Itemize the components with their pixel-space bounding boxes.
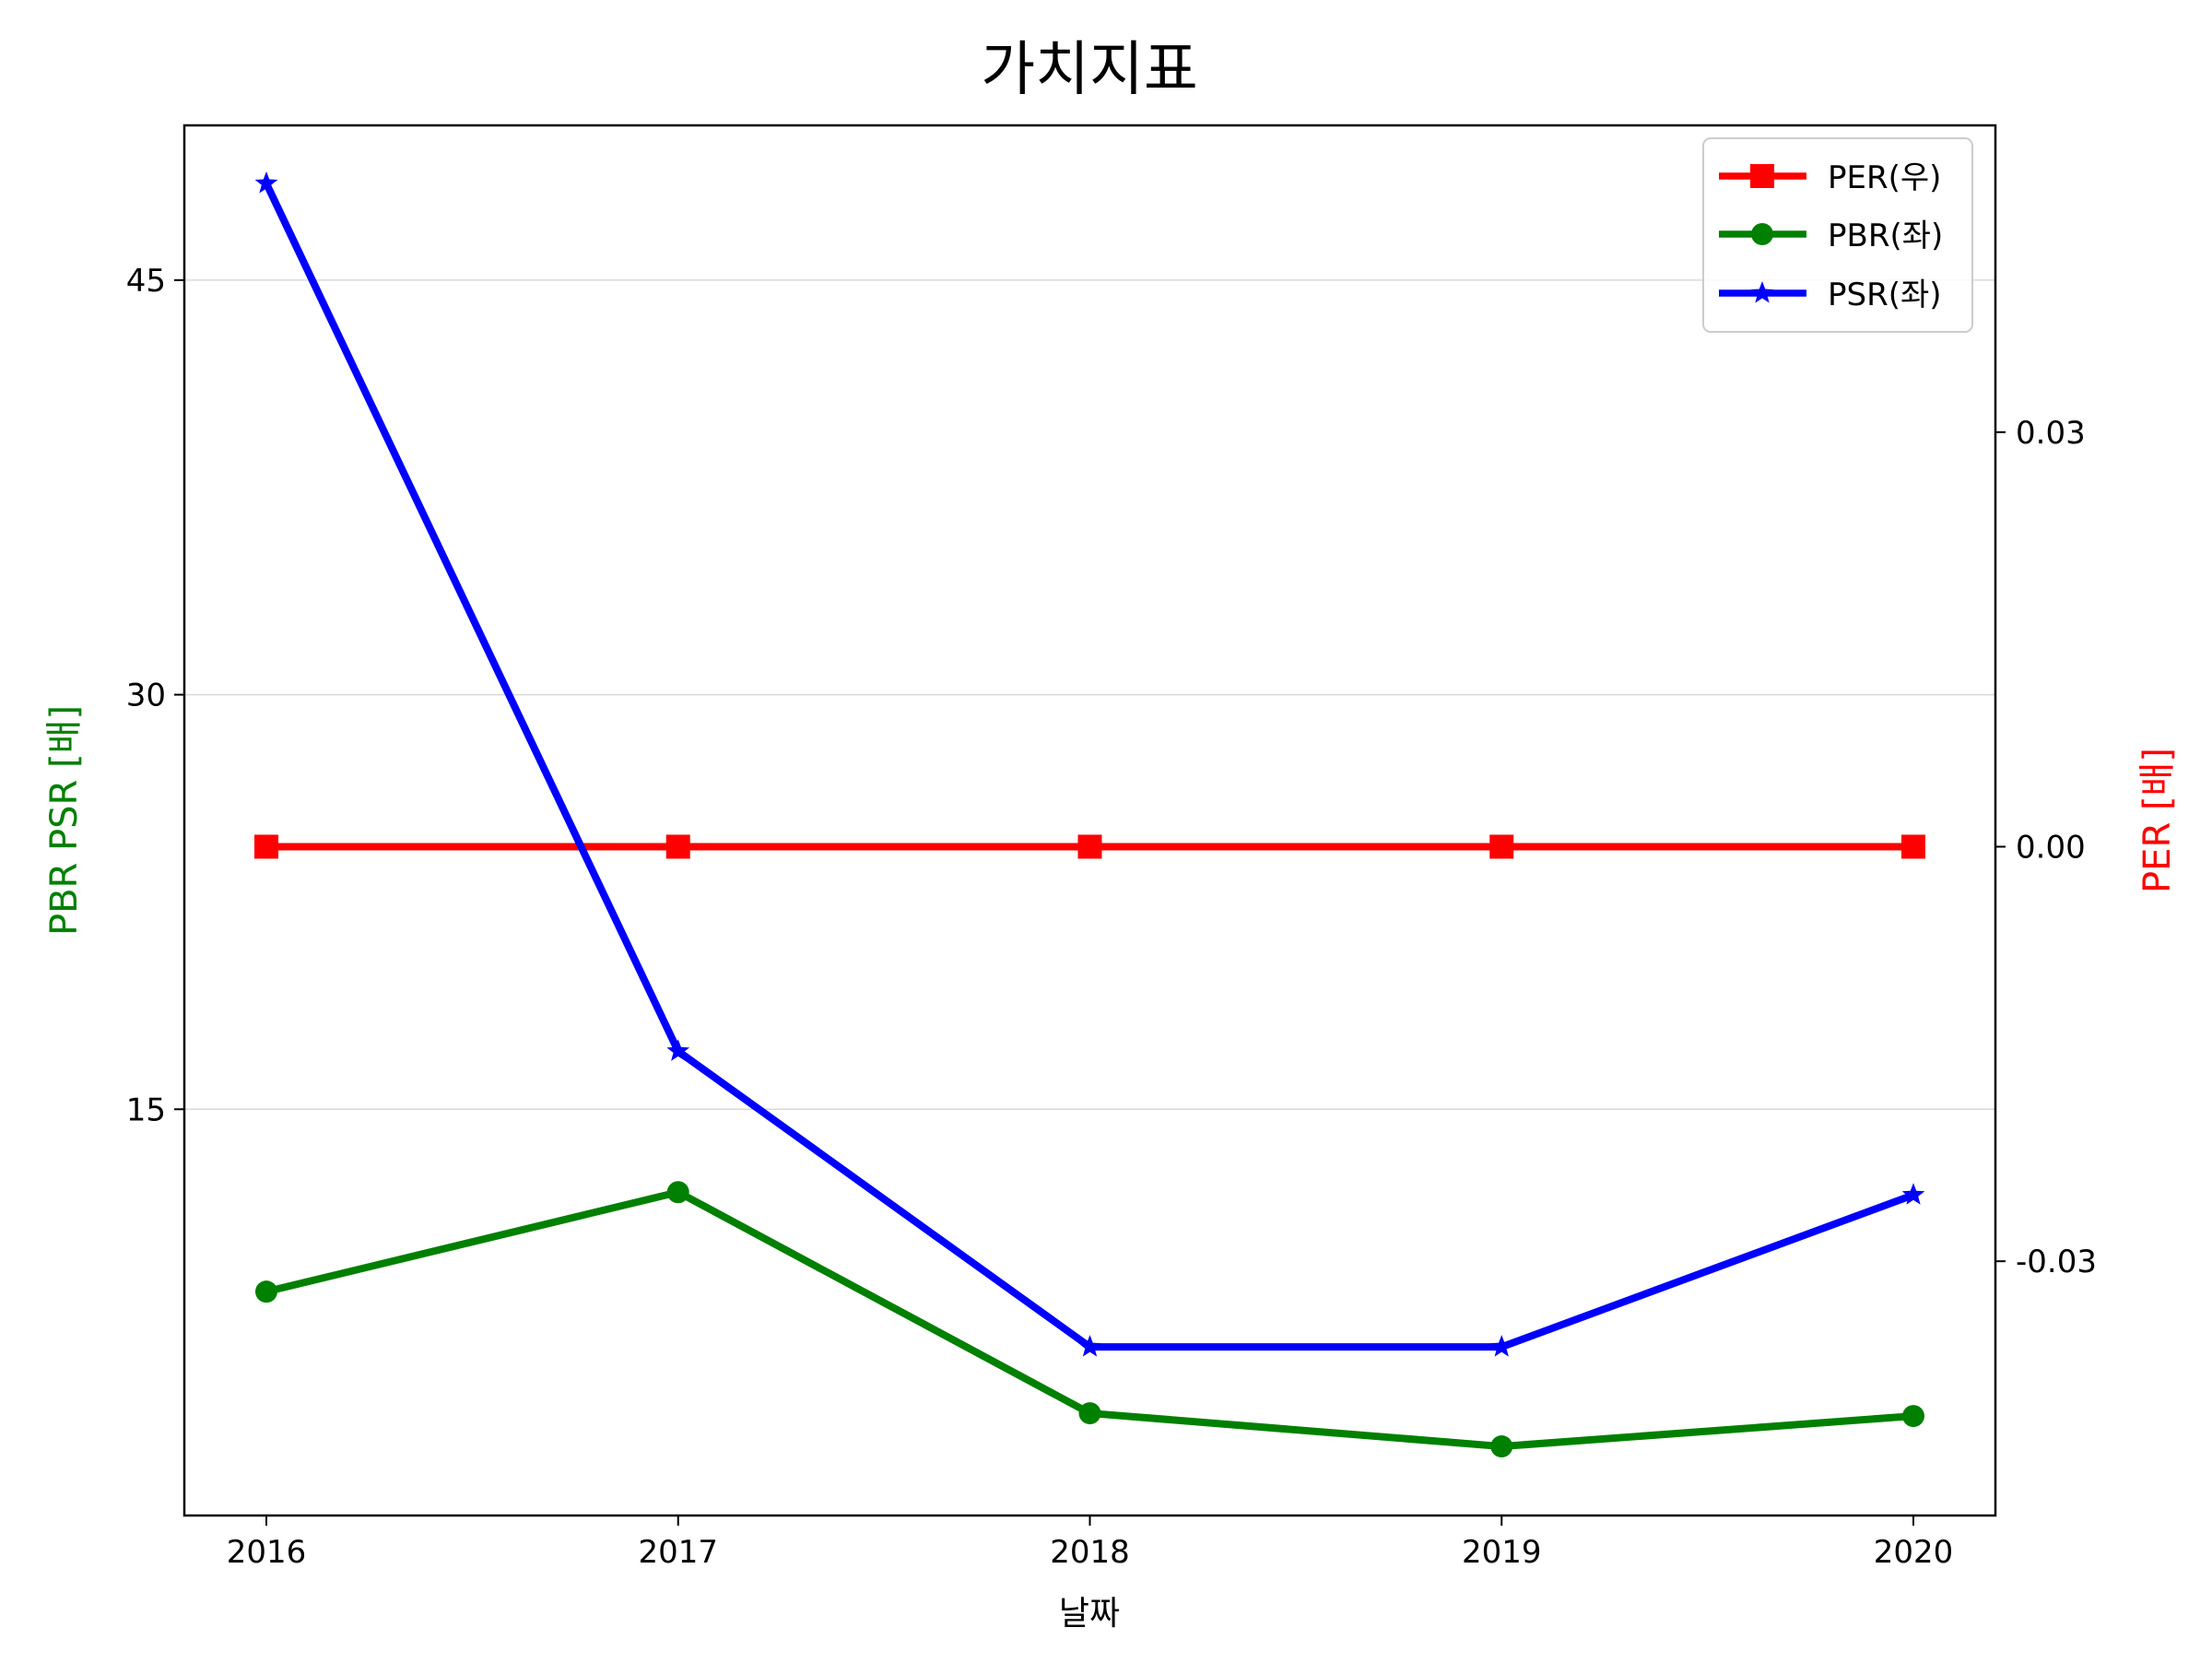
data-point-per-2018 [1077,834,1102,859]
right-y-tick-label--0.03: -0.03 [2016,1244,2097,1280]
data-point-pbr-2017 [666,1181,689,1204]
x-tick-label-2019: 2019 [1462,1534,1542,1571]
data-point-per-2016 [254,834,278,859]
grid-layer [184,279,1995,1111]
data-point-per-2020 [1901,834,1925,859]
x-tick-label-2016: 2016 [227,1534,307,1571]
left-y-axis-label: PBR PSR [배] [43,705,86,936]
plot-frame [182,124,1997,1517]
legend-label-pbr: PBR(좌) [1828,218,1943,254]
data-point-psr-2016 [254,171,278,194]
data-point-pbr-2019 [1490,1435,1513,1458]
data-point-pbr-2016 [255,1280,277,1303]
legend-entry-psr: PSR(좌) [1719,277,1942,313]
legend-entry-per: PER(우) [1719,159,1941,196]
left-y-tick-label-45: 45 [126,263,166,300]
x-tick-label-2017: 2017 [638,1534,718,1571]
data-point-pbr-2020 [1902,1405,1924,1428]
data-point-psr-2017 [666,1039,690,1061]
legend-marker-pbr [1751,223,1773,245]
series-line-psr [263,179,1917,1351]
legend: PER(우) PBR(좌) PSR(좌) [1702,137,1973,333]
data-point-psr-2018 [1078,1335,1101,1357]
tick-layer: 2016 2017 2018 2019 2020 15 30 45 -0.03 0.00 0.03 [126,263,2097,1571]
right-y-axis-label: PER [배] [2136,748,2179,893]
axis-layer [182,124,1997,1517]
legend-entry-pbr: PBR(좌) [1719,218,1943,254]
data-point-per-2017 [665,834,690,859]
left-y-tick-label-30: 30 [126,678,166,714]
x-tick-label-2018: 2018 [1050,1534,1130,1571]
data-point-psr-2020 [1901,1183,1925,1205]
x-axis-label: 날짜 [1059,1595,1120,1633]
chart-title: 가치지표 [981,36,1198,104]
legend-label-psr: PSR(좌) [1828,277,1942,313]
data-point-per-2019 [1489,834,1514,859]
legend-label-per: PER(우) [1828,159,1941,196]
legend-marker-per [1750,164,1774,188]
right-y-tick-label-0.00: 0.00 [2016,829,2086,866]
data-point-pbr-2018 [1078,1402,1101,1425]
x-tick-label-2020: 2020 [1874,1534,1954,1571]
legend-marker-psr [1750,281,1774,303]
series-layer [254,171,1925,1458]
right-y-tick-label-0.03: 0.03 [2016,415,2086,452]
left-y-tick-label-15: 15 [126,1091,166,1128]
data-point-psr-2019 [1489,1335,1513,1357]
